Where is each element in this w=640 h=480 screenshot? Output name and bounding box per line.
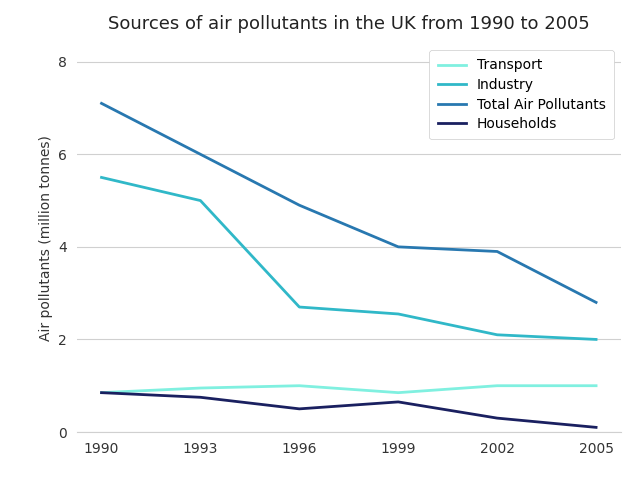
Households [196,395,204,400]
Industry [493,332,501,338]
Households [394,399,402,405]
Title: Sources of air pollutants in the UK from 1990 to 2005: Sources of air pollutants in the UK from… [108,15,589,33]
Line: Total Air Pollutants: Total Air Pollutants [102,103,596,302]
Households [296,406,303,412]
Total Air Pollutants [493,249,501,254]
Total Air Pollutants [592,300,600,305]
Transport [296,383,303,389]
Households [592,424,600,430]
Transport [592,383,600,389]
Industry [98,175,106,180]
Transport [196,385,204,391]
Households [98,390,106,396]
Industry [196,198,204,204]
Line: Industry: Industry [102,178,596,339]
Transport [98,390,106,396]
Total Air Pollutants [296,203,303,208]
Line: Households: Households [102,393,596,427]
Transport [394,390,402,396]
Industry [592,336,600,342]
Y-axis label: Air pollutants (million tonnes): Air pollutants (million tonnes) [38,135,52,340]
Legend: Transport, Industry, Total Air Pollutants, Households: Transport, Industry, Total Air Pollutant… [429,50,614,140]
Total Air Pollutants [196,151,204,157]
Households [493,415,501,421]
Industry [394,311,402,317]
Line: Transport: Transport [102,386,596,393]
Transport [493,383,501,389]
Total Air Pollutants [98,100,106,106]
Total Air Pollutants [394,244,402,250]
Industry [296,304,303,310]
